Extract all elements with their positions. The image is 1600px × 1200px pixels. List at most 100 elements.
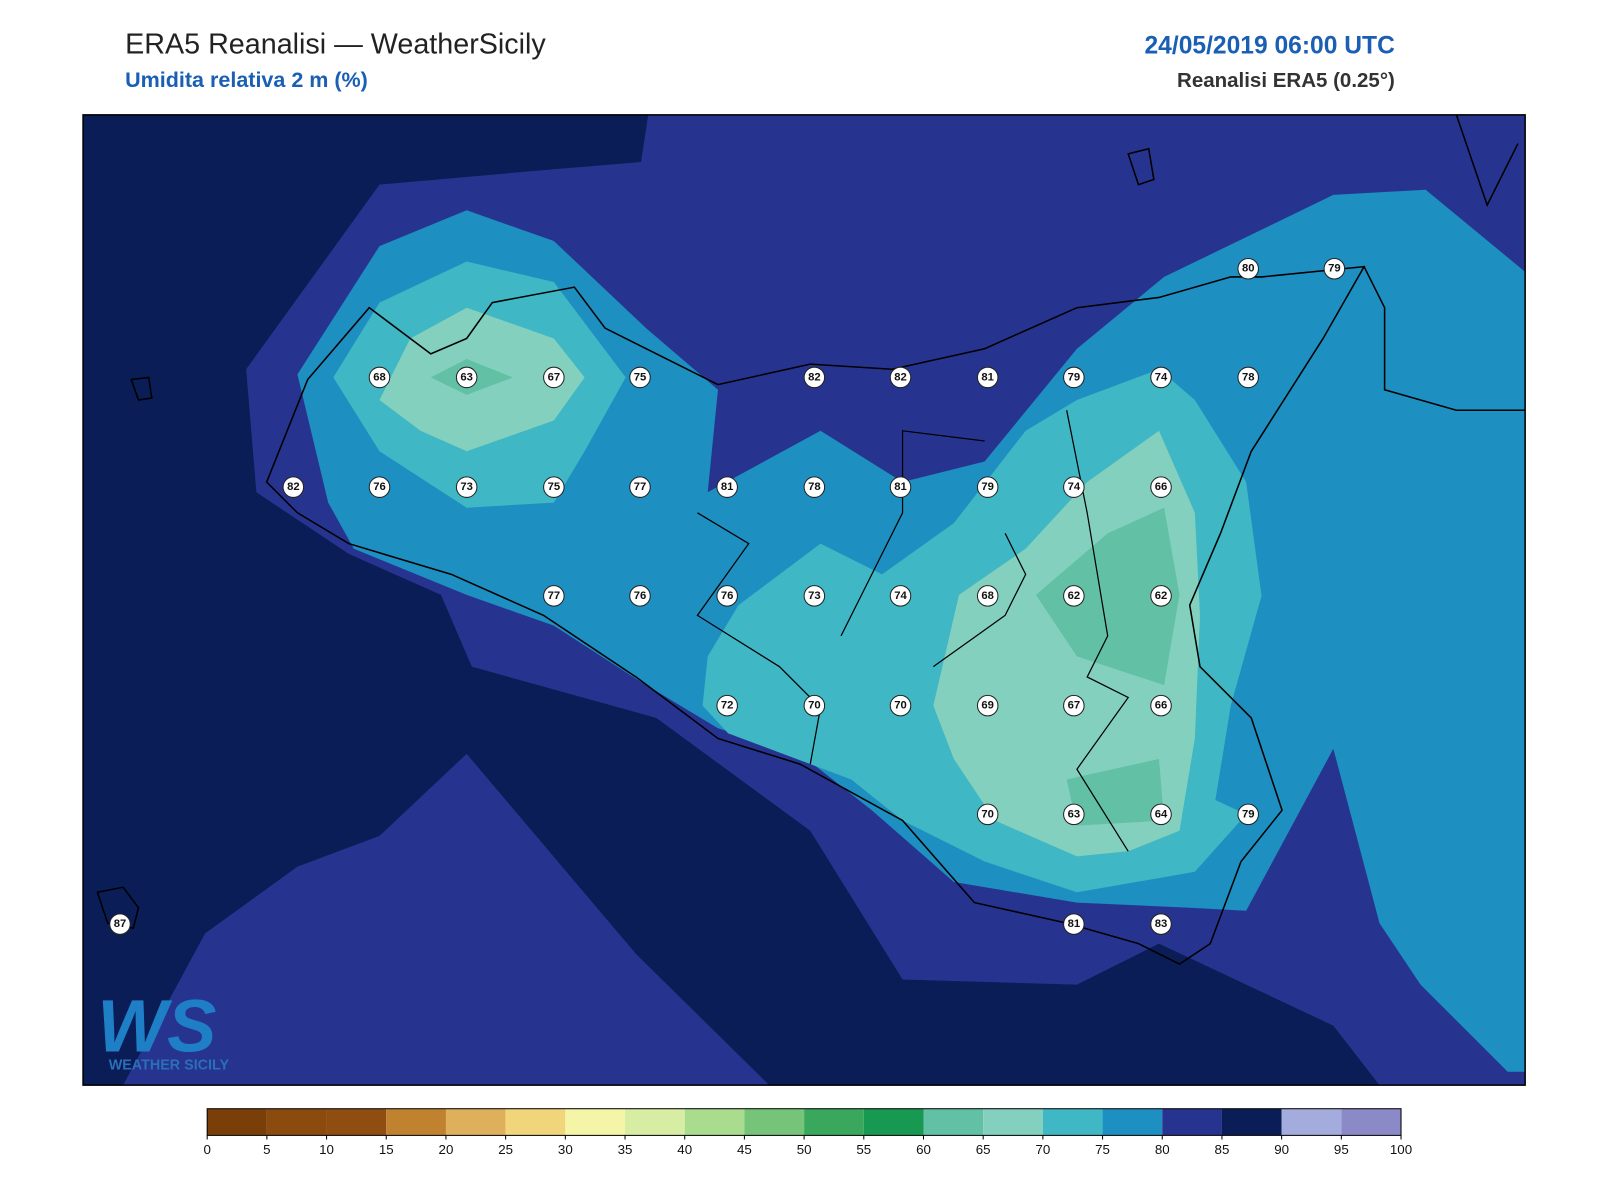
colorbar-segment [983, 1108, 1043, 1136]
colorbar-segment [565, 1108, 626, 1136]
station-value: 74 [1068, 481, 1081, 493]
station-marker [889, 694, 912, 717]
station-value: 87 [114, 918, 127, 930]
station-value: 74 [1155, 371, 1168, 383]
station-marker [889, 366, 912, 389]
station-marker [1323, 257, 1346, 280]
colorbar-segment [386, 1108, 446, 1136]
station-marker [629, 366, 651, 389]
colorbar-tick-label: 50 [797, 1142, 812, 1157]
colorbar-segment [684, 1108, 745, 1136]
colorbar-tick-label: 30 [558, 1142, 573, 1157]
station-value: 83 [1155, 918, 1168, 930]
station-marker [1237, 366, 1259, 389]
station-marker [889, 476, 912, 498]
band-65-70 [379, 307, 1200, 857]
source: Reanalisi ERA5 (0.25°) [1177, 69, 1395, 92]
colorbar-segment [1042, 1108, 1103, 1136]
stations: 80 79 68 63 67 75 82 82 81 79 74 78 82 76 73 75 77 81 78 81… [109, 257, 1346, 935]
station-value: 82 [808, 371, 821, 383]
colorbar-segment [1162, 1108, 1222, 1136]
station-marker [976, 585, 999, 607]
station-value: 66 [1155, 700, 1168, 712]
colorbar-segment [744, 1108, 805, 1136]
map-frame [82, 114, 1526, 1086]
colorbar: 0 5 10 15 20 25 30 35 40 45 50 55 60 65 70 75 80 85 90 95 10… [203, 1108, 1412, 1157]
colorbar-tick-label: 85 [1215, 1142, 1230, 1157]
station-marker [1063, 585, 1085, 607]
station-marker [976, 803, 999, 826]
station-value: 62 [1068, 590, 1081, 602]
band-60-65 [430, 358, 1180, 826]
station-value: 70 [894, 700, 907, 712]
station-value: 68 [981, 590, 994, 602]
station-value: 76 [721, 590, 734, 602]
station-value: 70 [808, 700, 821, 712]
station-marker [1063, 913, 1085, 935]
station-marker [976, 694, 999, 717]
colorbar-tick-label: 95 [1334, 1142, 1349, 1157]
station-marker [803, 476, 826, 498]
station-value: 81 [981, 371, 994, 383]
station-marker [803, 694, 826, 717]
colorbar-segment [1281, 1108, 1342, 1136]
station-value: 77 [634, 481, 647, 493]
station-value: 75 [634, 371, 647, 383]
station-value: 68 [373, 371, 386, 383]
station-marker [1150, 366, 1172, 389]
colorbar-segment [1221, 1108, 1282, 1136]
colorbar-tick-label: 45 [737, 1142, 752, 1157]
islands [96, 147, 1155, 930]
station-marker [976, 476, 999, 498]
station-value: 76 [634, 590, 647, 602]
station-marker [1150, 585, 1172, 607]
title: ERA5 Reanalisi — WeatherSicily [125, 28, 546, 60]
station-value: 81 [894, 481, 907, 493]
station-marker [1237, 257, 1259, 280]
colorbar-segment [445, 1108, 506, 1136]
station-value: 77 [548, 590, 561, 602]
station-value: 72 [721, 700, 734, 712]
logo-text: WEATHER SICILY [109, 1058, 230, 1074]
station-marker [543, 366, 565, 389]
station-marker [1150, 694, 1172, 717]
colorbar-tick-label: 90 [1274, 1142, 1289, 1157]
coastline [265, 265, 1366, 965]
station-marker [368, 366, 391, 389]
colorbar-segment [923, 1108, 984, 1136]
colorbar-tick-label: 100 [1390, 1142, 1412, 1157]
station-value: 79 [981, 481, 994, 493]
logo-mark: WS [97, 984, 216, 1067]
colorbar-tick-label: 40 [677, 1142, 692, 1157]
colorbar-segment [863, 1108, 924, 1136]
colorbar-tick-label: 20 [439, 1142, 454, 1157]
station-marker [716, 694, 738, 717]
station-value: 80 [1242, 263, 1255, 275]
station-marker [1063, 366, 1085, 389]
colorbar-tick-label: 5 [263, 1142, 270, 1157]
station-marker [1150, 913, 1172, 935]
colorbar-tick-label: 70 [1035, 1142, 1050, 1157]
date: 24/05/2019 06:00 UTC [1144, 32, 1395, 59]
station-marker [803, 585, 826, 607]
station-value: 73 [460, 481, 473, 493]
station-value: 79 [1068, 371, 1081, 383]
colorbar-segment [266, 1108, 327, 1136]
station-value: 70 [981, 808, 994, 820]
station-value: 78 [1242, 371, 1255, 383]
station-marker [1063, 476, 1085, 498]
colorbar-segment [625, 1108, 685, 1136]
logo: WS WEATHER SICILY [97, 984, 229, 1073]
station-value: 74 [894, 590, 907, 602]
station-marker [889, 585, 912, 607]
colorbar-tick-label: 60 [916, 1142, 931, 1157]
colorbar-tick-label: 80 [1155, 1142, 1170, 1157]
station-value: 82 [287, 481, 300, 493]
station-value: 67 [1068, 700, 1081, 712]
station-marker [455, 476, 478, 498]
station-value: 63 [1068, 808, 1081, 820]
station-value: 69 [981, 700, 994, 712]
colorbar-segment [326, 1108, 387, 1136]
station-marker [109, 913, 131, 935]
